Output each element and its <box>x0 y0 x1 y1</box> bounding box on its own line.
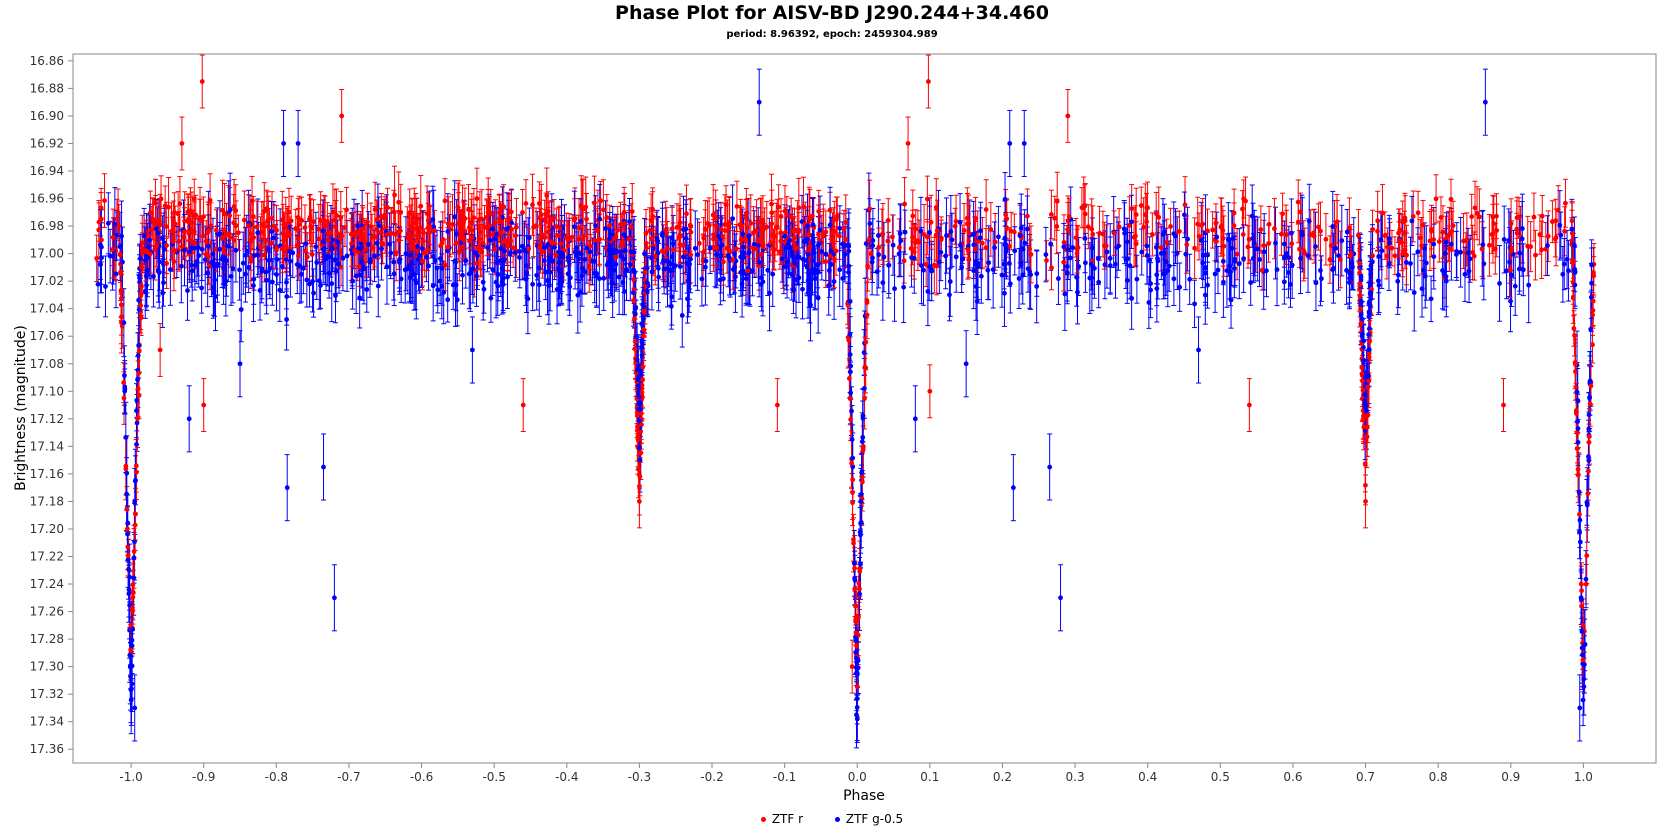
chart-title: Phase Plot for AISV-BD J290.244+34.460 <box>615 2 1049 24</box>
chart-subtitle: period: 8.96392, epoch: 2459304.989 <box>726 29 938 40</box>
